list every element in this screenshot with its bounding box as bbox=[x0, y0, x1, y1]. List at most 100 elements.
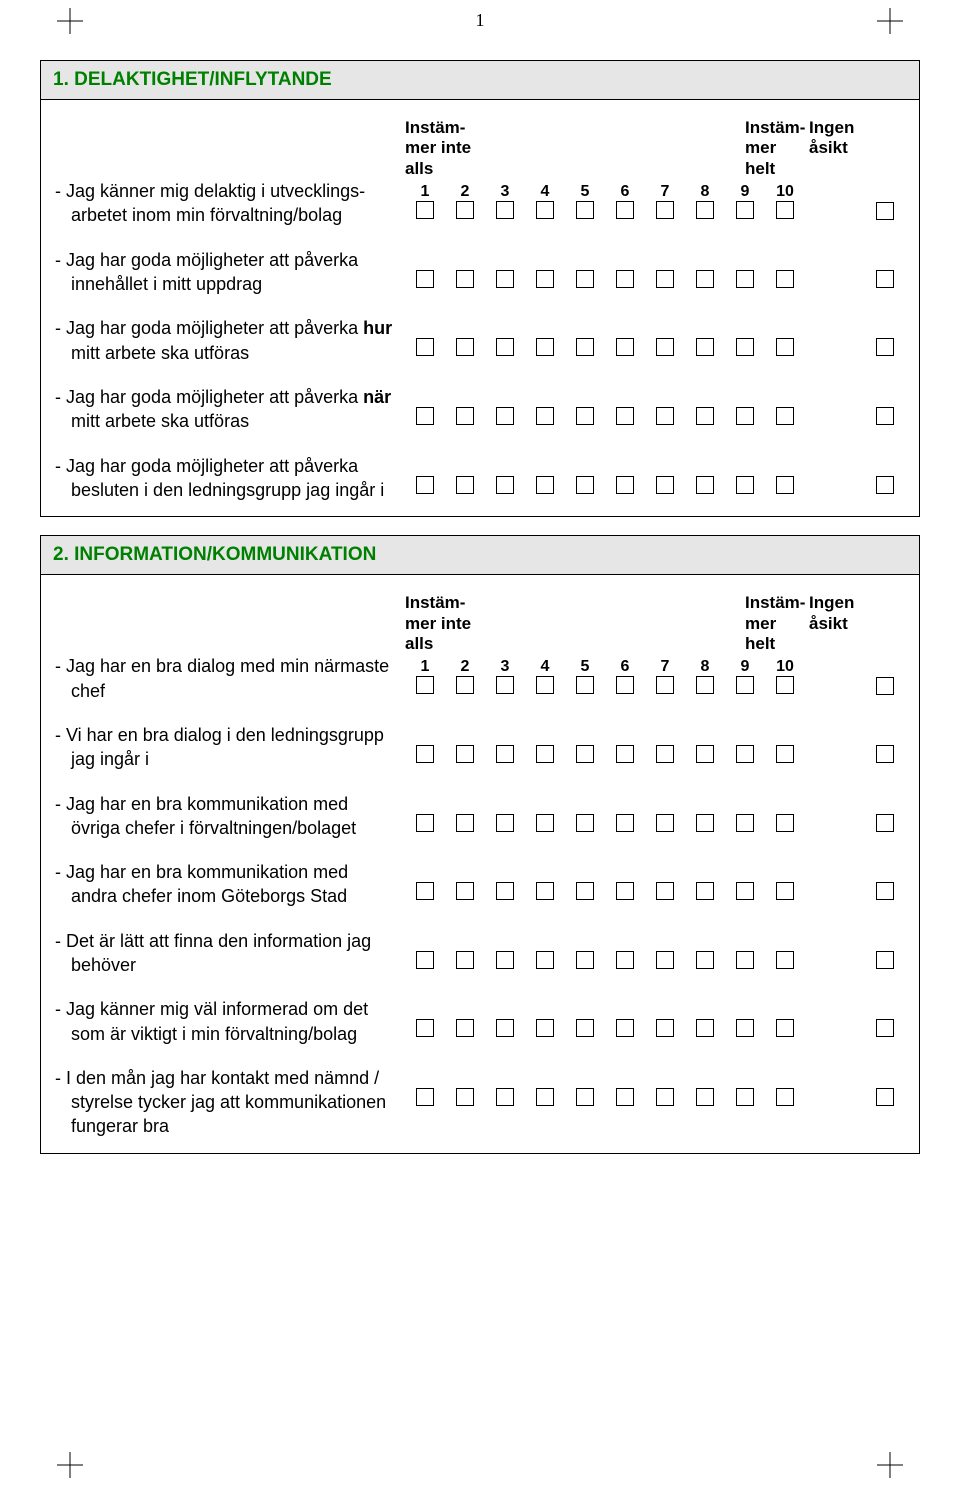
checkbox[interactable] bbox=[576, 1019, 594, 1037]
checkbox[interactable] bbox=[696, 882, 714, 900]
checkbox[interactable] bbox=[576, 338, 594, 356]
checkbox[interactable] bbox=[776, 676, 794, 694]
checkbox[interactable] bbox=[696, 338, 714, 356]
checkbox[interactable] bbox=[416, 1088, 434, 1106]
checkbox[interactable] bbox=[656, 407, 674, 425]
checkbox[interactable] bbox=[616, 270, 634, 288]
checkbox[interactable] bbox=[616, 882, 634, 900]
checkbox[interactable] bbox=[456, 814, 474, 832]
checkbox[interactable] bbox=[696, 814, 714, 832]
checkbox[interactable] bbox=[536, 407, 554, 425]
checkbox[interactable] bbox=[536, 476, 554, 494]
checkbox[interactable] bbox=[876, 745, 894, 763]
checkbox[interactable] bbox=[696, 1019, 714, 1037]
checkbox[interactable] bbox=[536, 270, 554, 288]
checkbox[interactable] bbox=[876, 1088, 894, 1106]
checkbox[interactable] bbox=[456, 1088, 474, 1106]
checkbox[interactable] bbox=[416, 1019, 434, 1037]
checkbox[interactable] bbox=[876, 951, 894, 969]
checkbox[interactable] bbox=[736, 476, 754, 494]
checkbox[interactable] bbox=[876, 476, 894, 494]
checkbox[interactable] bbox=[576, 270, 594, 288]
checkbox[interactable] bbox=[656, 476, 674, 494]
checkbox[interactable] bbox=[496, 407, 514, 425]
checkbox[interactable] bbox=[876, 407, 894, 425]
checkbox[interactable] bbox=[576, 407, 594, 425]
checkbox[interactable] bbox=[576, 201, 594, 219]
checkbox[interactable] bbox=[456, 201, 474, 219]
checkbox[interactable] bbox=[496, 270, 514, 288]
checkbox[interactable] bbox=[456, 476, 474, 494]
checkbox[interactable] bbox=[776, 951, 794, 969]
checkbox[interactable] bbox=[576, 476, 594, 494]
checkbox[interactable] bbox=[616, 407, 634, 425]
checkbox[interactable] bbox=[656, 1019, 674, 1037]
checkbox[interactable] bbox=[416, 882, 434, 900]
checkbox[interactable] bbox=[736, 882, 754, 900]
checkbox[interactable] bbox=[656, 951, 674, 969]
checkbox[interactable] bbox=[696, 201, 714, 219]
checkbox[interactable] bbox=[696, 676, 714, 694]
checkbox[interactable] bbox=[456, 882, 474, 900]
checkbox[interactable] bbox=[776, 407, 794, 425]
checkbox[interactable] bbox=[656, 338, 674, 356]
checkbox[interactable] bbox=[776, 814, 794, 832]
checkbox[interactable] bbox=[696, 270, 714, 288]
checkbox[interactable] bbox=[456, 338, 474, 356]
checkbox[interactable] bbox=[876, 814, 894, 832]
checkbox[interactable] bbox=[616, 1019, 634, 1037]
checkbox[interactable] bbox=[616, 201, 634, 219]
checkbox[interactable] bbox=[496, 882, 514, 900]
checkbox[interactable] bbox=[736, 814, 754, 832]
checkbox[interactable] bbox=[536, 338, 554, 356]
checkbox[interactable] bbox=[496, 1019, 514, 1037]
checkbox[interactable] bbox=[736, 676, 754, 694]
checkbox[interactable] bbox=[736, 951, 754, 969]
checkbox[interactable] bbox=[416, 476, 434, 494]
checkbox[interactable] bbox=[656, 1088, 674, 1106]
checkbox[interactable] bbox=[576, 745, 594, 763]
checkbox[interactable] bbox=[536, 814, 554, 832]
checkbox[interactable] bbox=[456, 676, 474, 694]
checkbox[interactable] bbox=[776, 270, 794, 288]
checkbox[interactable] bbox=[416, 407, 434, 425]
checkbox[interactable] bbox=[736, 201, 754, 219]
checkbox[interactable] bbox=[416, 951, 434, 969]
checkbox[interactable] bbox=[416, 338, 434, 356]
checkbox[interactable] bbox=[456, 1019, 474, 1037]
checkbox[interactable] bbox=[876, 202, 894, 220]
checkbox[interactable] bbox=[416, 814, 434, 832]
checkbox[interactable] bbox=[656, 270, 674, 288]
checkbox[interactable] bbox=[576, 676, 594, 694]
checkbox[interactable] bbox=[656, 745, 674, 763]
checkbox[interactable] bbox=[536, 1088, 554, 1106]
checkbox[interactable] bbox=[456, 407, 474, 425]
checkbox[interactable] bbox=[696, 1088, 714, 1106]
checkbox[interactable] bbox=[416, 270, 434, 288]
checkbox[interactable] bbox=[776, 1088, 794, 1106]
checkbox[interactable] bbox=[496, 814, 514, 832]
checkbox[interactable] bbox=[496, 338, 514, 356]
checkbox[interactable] bbox=[776, 745, 794, 763]
checkbox[interactable] bbox=[456, 951, 474, 969]
checkbox[interactable] bbox=[696, 745, 714, 763]
checkbox[interactable] bbox=[416, 676, 434, 694]
checkbox[interactable] bbox=[616, 745, 634, 763]
checkbox[interactable] bbox=[416, 201, 434, 219]
checkbox[interactable] bbox=[776, 201, 794, 219]
checkbox[interactable] bbox=[776, 1019, 794, 1037]
checkbox[interactable] bbox=[576, 951, 594, 969]
checkbox[interactable] bbox=[416, 745, 434, 763]
checkbox[interactable] bbox=[536, 882, 554, 900]
checkbox[interactable] bbox=[616, 951, 634, 969]
checkbox[interactable] bbox=[696, 951, 714, 969]
checkbox[interactable] bbox=[496, 676, 514, 694]
checkbox[interactable] bbox=[496, 951, 514, 969]
checkbox[interactable] bbox=[696, 407, 714, 425]
checkbox[interactable] bbox=[536, 745, 554, 763]
checkbox[interactable] bbox=[776, 338, 794, 356]
checkbox[interactable] bbox=[456, 745, 474, 763]
checkbox[interactable] bbox=[536, 201, 554, 219]
checkbox[interactable] bbox=[876, 270, 894, 288]
checkbox[interactable] bbox=[496, 745, 514, 763]
